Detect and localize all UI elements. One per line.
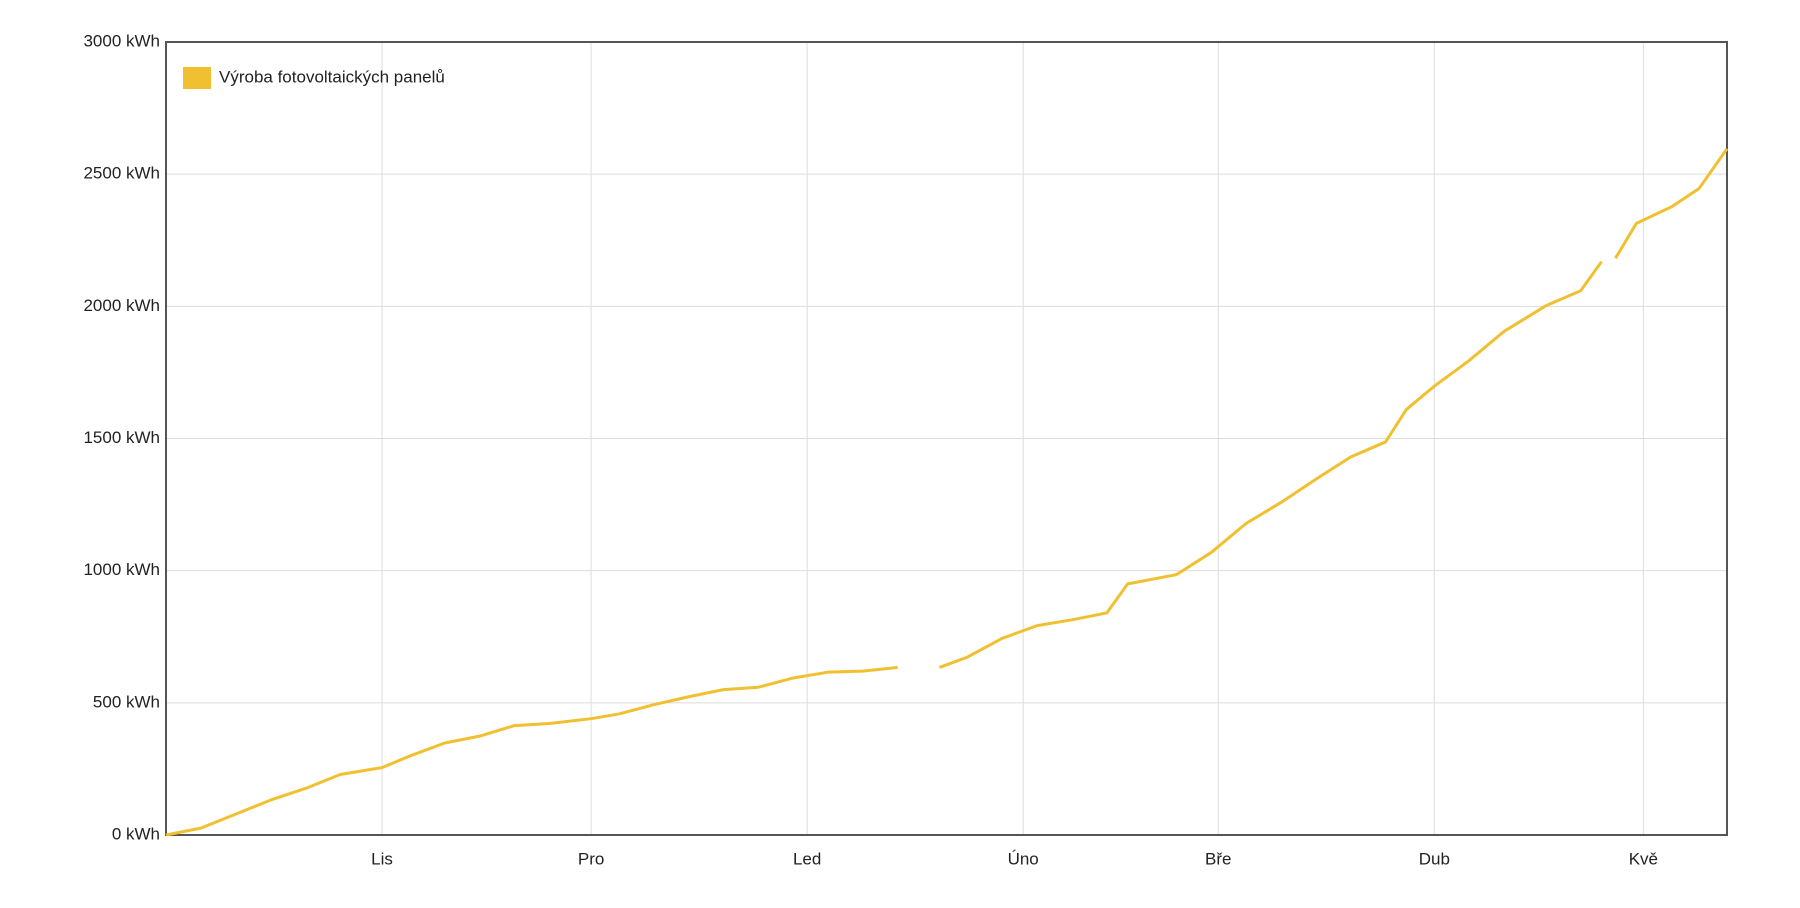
- x-tick-label: Dub: [1419, 849, 1450, 868]
- x-tick-label: Lis: [371, 849, 393, 868]
- legend-label: Výroba fotovoltaických panelů: [219, 67, 445, 86]
- y-tick-label: 0 kWh: [112, 824, 160, 843]
- y-tick-label: 500 kWh: [93, 692, 160, 711]
- x-tick-label: Bře: [1205, 849, 1231, 868]
- data-line: [165, 147, 1729, 837]
- y-tick-label: 3000 kWh: [83, 31, 160, 50]
- y-tick-label: 1500 kWh: [83, 428, 160, 447]
- legend-swatch: [183, 67, 211, 89]
- x-tick-label: Pro: [578, 849, 604, 868]
- x-tick-label: Led: [793, 849, 821, 868]
- y-tick-label: 2500 kWh: [83, 164, 160, 183]
- y-tick-label: 2000 kWh: [83, 296, 160, 315]
- x-tick-label: Kvě: [1629, 849, 1658, 868]
- plot-frame: [165, 41, 1728, 836]
- y-tick-label: 1000 kWh: [83, 560, 160, 579]
- x-tick-label: Úno: [1008, 849, 1039, 868]
